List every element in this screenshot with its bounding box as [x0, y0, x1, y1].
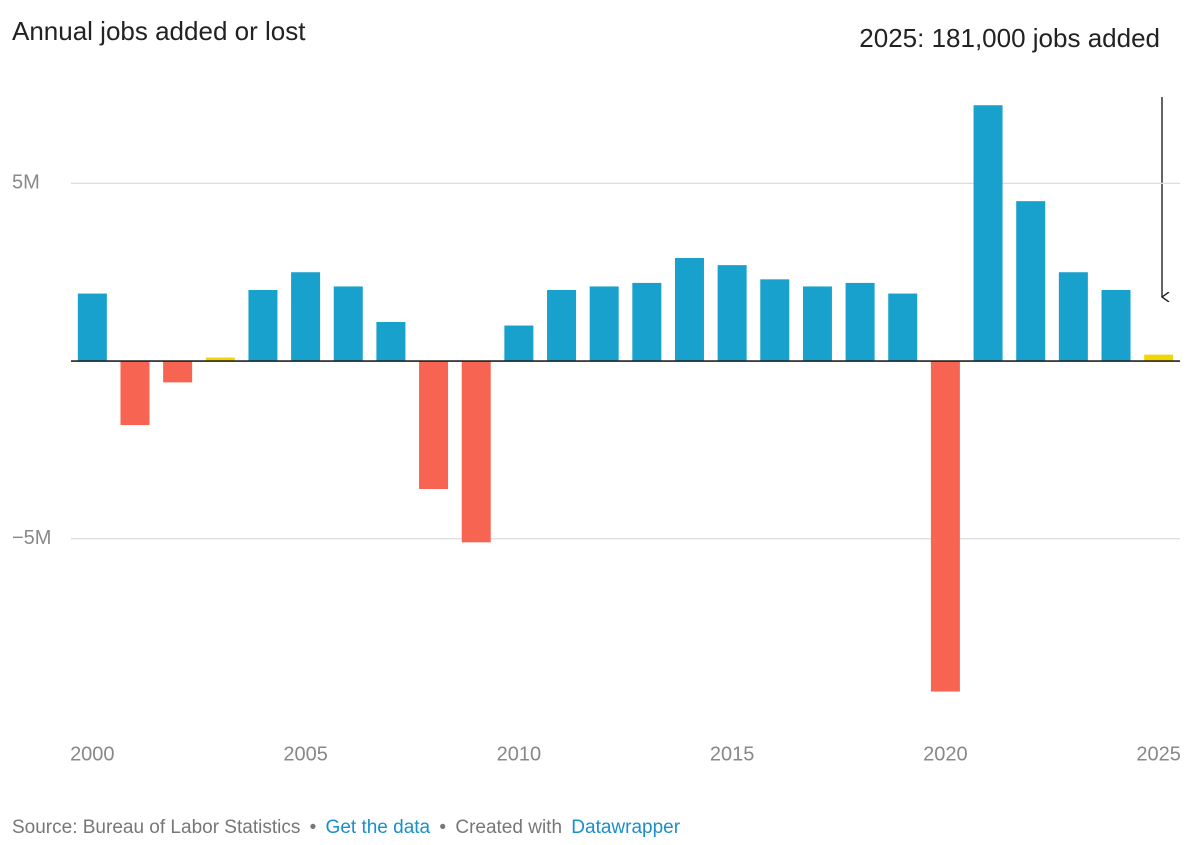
y-tick-label: −5M [12, 527, 51, 549]
bar [589, 286, 619, 362]
y-tick-label: 5M [12, 172, 40, 194]
bar [163, 361, 193, 383]
plot: −5M 5M 2000 2005 2010 2015 2020 2025 [12, 105, 1181, 765]
bar [1101, 290, 1131, 362]
bar [120, 361, 150, 426]
bar [888, 293, 918, 362]
bar [419, 361, 449, 490]
bar [845, 282, 875, 362]
bar [973, 105, 1003, 362]
x-tick-label: 2010 [497, 743, 542, 765]
tool-link[interactable]: Datawrapper [571, 817, 680, 838]
bar [333, 286, 363, 362]
bar [674, 258, 704, 362]
annotation: 2025: 181,000 jobs added [859, 23, 1160, 53]
footer: Source: Bureau of Labor Statistics • Get… [12, 817, 681, 838]
x-tick-label: 2000 [70, 743, 115, 765]
bar [1058, 272, 1088, 362]
bar [291, 272, 321, 362]
source: Source: Bureau of Labor Statistics [12, 817, 300, 838]
chart-title: Annual jobs added or lost [12, 16, 306, 46]
x-tick-label: 2015 [710, 743, 755, 765]
bar [760, 279, 790, 362]
bar [547, 290, 577, 362]
separator: • [310, 817, 317, 838]
bar [930, 361, 960, 692]
bar [77, 293, 107, 362]
bar [632, 282, 662, 362]
created-with: Created with [455, 817, 562, 838]
bar [376, 321, 406, 362]
data-link[interactable]: Get the data [326, 817, 431, 838]
bar [504, 325, 534, 362]
bar [461, 361, 491, 543]
bar [1016, 201, 1046, 362]
bar [802, 286, 832, 362]
bar [205, 357, 235, 362]
x-tick-label: 2025 [1136, 743, 1181, 765]
bar [248, 290, 278, 362]
separator: • [439, 817, 446, 838]
x-tick-label: 2005 [283, 743, 328, 765]
bar [1144, 354, 1174, 362]
x-tick-label: 2020 [923, 743, 968, 765]
bar [717, 265, 747, 362]
